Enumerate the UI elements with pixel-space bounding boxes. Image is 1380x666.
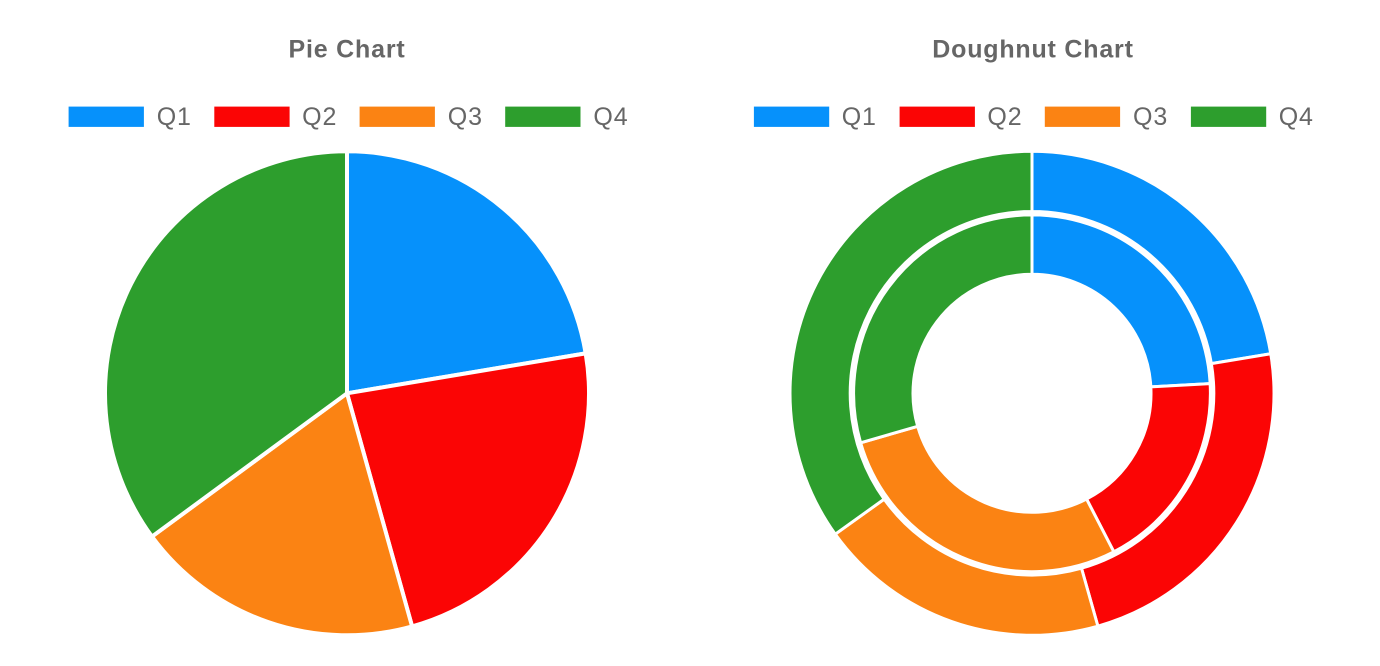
svg-text:Q1: Q1 [157, 103, 192, 131]
svg-text:Q3: Q3 [448, 103, 483, 131]
svg-text:Q3: Q3 [1133, 103, 1168, 131]
svg-text:Q2: Q2 [987, 103, 1022, 131]
svg-text:Doughnut Chart: Doughnut Chart [932, 36, 1133, 64]
svg-text:Q1: Q1 [842, 103, 877, 131]
svg-text:Q4: Q4 [593, 103, 628, 131]
svg-text:Q2: Q2 [302, 103, 337, 131]
svg-text:Q4: Q4 [1279, 103, 1314, 131]
svg-text:Pie Chart: Pie Chart [289, 36, 406, 64]
